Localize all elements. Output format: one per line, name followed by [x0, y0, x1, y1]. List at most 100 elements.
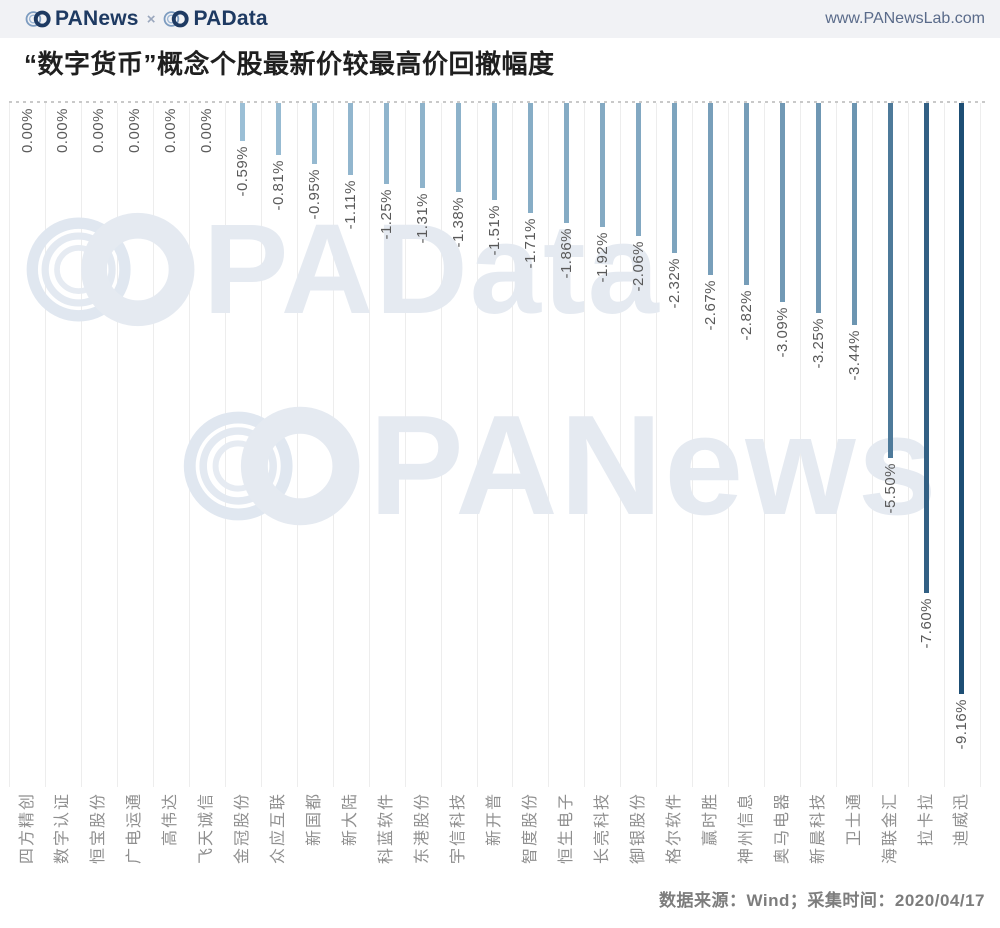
category-label: 宇信科技 — [450, 792, 467, 865]
panews-brand-label: PANews — [55, 7, 139, 30]
gridline — [116, 103, 118, 787]
bar-value-label: -0.95% — [306, 169, 324, 220]
bar — [492, 103, 497, 201]
gridline — [368, 103, 370, 787]
bar-value-label: -1.92% — [593, 231, 611, 283]
gridline — [512, 103, 514, 787]
chart-title: “数字货币”概念个股最新价较最高价回撤幅度 — [24, 49, 555, 79]
gridline — [260, 103, 262, 787]
bar — [635, 103, 641, 236]
gridline — [224, 103, 226, 787]
category-label: 广电运通 — [126, 792, 144, 865]
bar — [887, 103, 893, 458]
gridline — [80, 103, 82, 787]
website-url[interactable]: www.PANewsLab.com — [825, 10, 985, 27]
bar-value-label: -2.32% — [665, 257, 683, 309]
category-label: 卫士通 — [845, 792, 863, 847]
gridline — [332, 103, 334, 787]
padata-brand-label: PAData — [193, 7, 268, 30]
bar — [743, 103, 749, 285]
category-label: 奥马电器 — [773, 792, 791, 865]
bar — [563, 103, 569, 223]
bar-value-label: -2.06% — [629, 240, 647, 292]
bar-value-label: 0.00% — [126, 108, 144, 154]
category-label: 海联金汇 — [881, 792, 899, 865]
gridline — [728, 103, 730, 787]
category-label: 新开普 — [486, 792, 503, 847]
bar — [456, 103, 461, 192]
category-label: 新大陆 — [342, 792, 360, 847]
gridline — [656, 103, 658, 787]
gridline — [944, 103, 945, 787]
bar — [779, 103, 785, 303]
bar-value-label: -2.67% — [701, 280, 719, 331]
padata-brand: PAData — [163, 7, 268, 31]
bar-value-label: 0.00% — [162, 108, 180, 154]
category-label: 智度股份 — [521, 792, 539, 865]
bar-value-label: -7.60% — [917, 598, 935, 649]
category-label: 众应互联 — [270, 792, 288, 865]
bar-value-label: -0.59% — [234, 146, 252, 197]
category-label: 科蓝软件 — [378, 792, 396, 865]
bar — [851, 103, 857, 325]
gridline — [620, 103, 622, 787]
category-label: 数字认证 — [54, 792, 72, 865]
category-label: 迪威迅 — [953, 792, 971, 847]
bar — [384, 103, 390, 184]
bar-value-label: 0.00% — [54, 108, 72, 154]
bar-value-label: -0.81% — [270, 160, 288, 211]
gridline — [692, 103, 694, 787]
bar — [599, 103, 605, 227]
bar-value-label: -1.31% — [414, 192, 431, 244]
bar — [923, 103, 929, 594]
category-label: 御银股份 — [629, 792, 647, 865]
bar-value-label: -1.71% — [521, 218, 539, 269]
panews-logo-icon — [25, 10, 51, 28]
category-label: 神州信息 — [737, 792, 755, 865]
category-label: 飞天诚信 — [198, 792, 216, 865]
bar — [527, 103, 533, 214]
bar — [671, 103, 677, 253]
gridline — [584, 103, 586, 787]
brand-separator: × — [146, 10, 156, 28]
category-label: 恒生电子 — [557, 792, 575, 865]
category-label: 四方精创 — [18, 792, 36, 865]
bar-value-label: -1.25% — [378, 188, 396, 240]
padata-logo-icon — [164, 10, 190, 28]
category-label: 金冠股份 — [234, 792, 252, 865]
gridline — [296, 103, 298, 787]
bar-value-label: -1.86% — [557, 228, 575, 279]
bar-value-label: 0.00% — [18, 108, 36, 154]
bar — [707, 103, 713, 276]
gridline — [764, 103, 766, 787]
data-source-note: 数据来源：Wind；采集时间：2020/04/17 — [659, 891, 985, 910]
bar-value-label: -3.25% — [809, 317, 827, 369]
gridline — [979, 103, 981, 787]
gridline — [440, 103, 442, 787]
bar — [420, 103, 425, 188]
header-bar: PANews × PAData www.PANewsLab.com — [0, 0, 1000, 38]
bar-value-label: -3.44% — [845, 329, 863, 381]
bar-value-label: 0.00% — [198, 108, 216, 154]
bar-value-label: -5.50% — [881, 462, 899, 514]
bar — [276, 103, 282, 156]
gridline — [404, 103, 406, 787]
bar-value-label: -1.51% — [486, 205, 503, 256]
bar-value-label: -1.11% — [342, 179, 360, 230]
category-label: 恒宝股份 — [90, 792, 108, 865]
zero-axis-line — [9, 101, 985, 103]
bar — [348, 103, 354, 175]
gridline — [548, 103, 550, 787]
gridline — [800, 103, 802, 787]
bar — [312, 103, 318, 165]
bar-value-label: -2.82% — [737, 289, 755, 341]
gridline — [872, 103, 873, 787]
category-label: 长亮科技 — [593, 792, 611, 865]
category-label: 新国都 — [306, 792, 324, 847]
category-label: 拉卡拉 — [917, 792, 935, 847]
gridline — [152, 103, 154, 787]
category-label: 高伟达 — [162, 792, 180, 847]
category-label: 赢时胜 — [701, 792, 719, 847]
